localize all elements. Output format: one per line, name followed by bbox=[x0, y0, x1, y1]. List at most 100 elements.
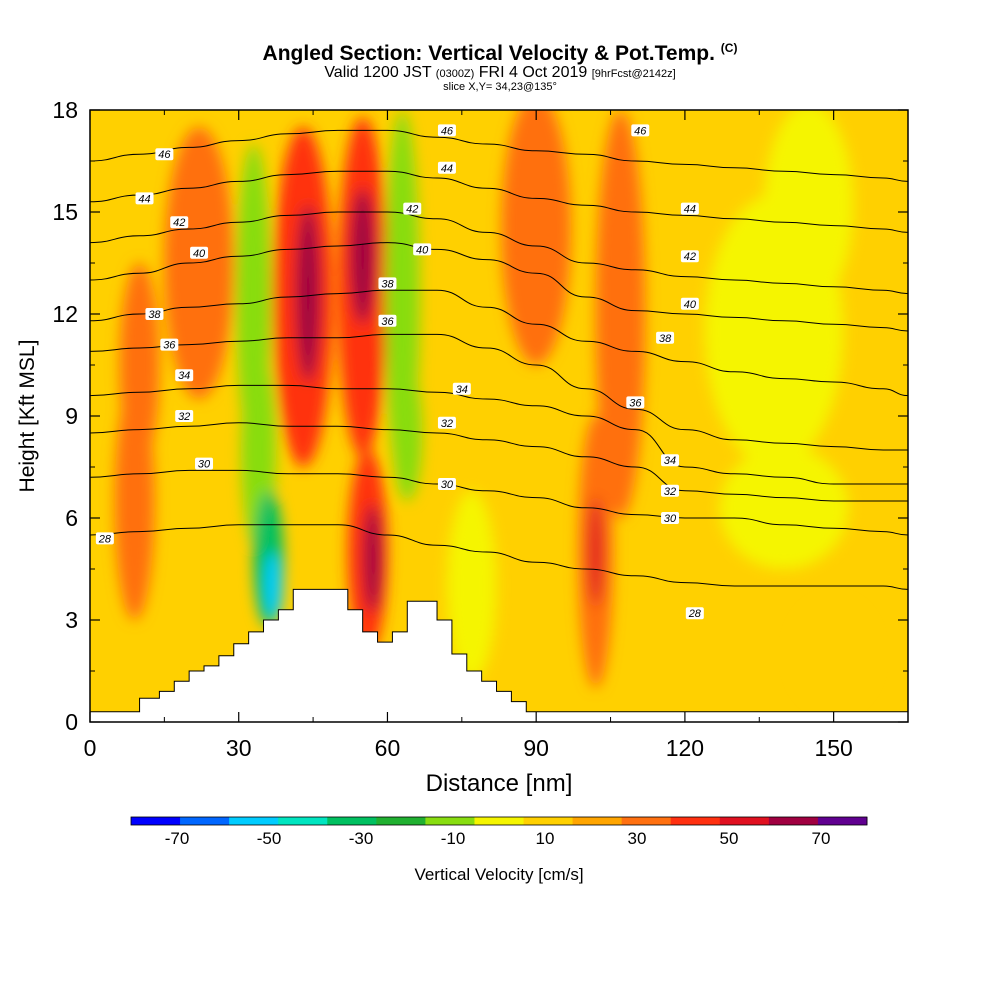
contour-label: 44 bbox=[437, 161, 456, 175]
contour-label-bg bbox=[175, 410, 194, 422]
theta-contour-44 bbox=[90, 170, 908, 233]
contour-label-bg bbox=[175, 369, 194, 382]
contour-label-bg bbox=[680, 297, 699, 310]
colorbar-swatch bbox=[474, 817, 525, 825]
contour-label-bg bbox=[437, 478, 456, 490]
colorbar-tick-label: 30 bbox=[628, 829, 647, 848]
y-tick-label: 9 bbox=[65, 403, 78, 429]
contour-label-text: 32 bbox=[441, 418, 453, 430]
contour-label-text: 34 bbox=[456, 384, 468, 396]
contour-label: 38 bbox=[378, 277, 397, 290]
contour-label-bg bbox=[661, 454, 680, 467]
x-tick-label: 60 bbox=[375, 735, 401, 761]
contour-label: 32 bbox=[661, 484, 680, 498]
colorbar-swatch bbox=[376, 817, 426, 825]
velocity-field bbox=[90, 110, 908, 722]
contour-label-bg bbox=[452, 382, 471, 395]
contour-label-text: 28 bbox=[98, 533, 112, 545]
contour-label: 28 bbox=[685, 607, 704, 620]
contour-label-text: 30 bbox=[441, 479, 454, 491]
contour-label-bg bbox=[437, 161, 456, 174]
velocity-cell bbox=[392, 365, 423, 501]
colorbar-frame bbox=[130, 816, 868, 826]
contour-label: 30 bbox=[195, 457, 214, 471]
contour-label-bg bbox=[437, 416, 456, 429]
y-tick-label: 18 bbox=[52, 97, 78, 123]
contour-label-text: 44 bbox=[441, 163, 453, 175]
contour-label-bg bbox=[160, 338, 179, 351]
contour-label-bg bbox=[413, 243, 432, 256]
x-tick-label: 120 bbox=[666, 735, 704, 761]
contour-label: 42 bbox=[170, 216, 189, 229]
contour-label-bg bbox=[631, 124, 650, 137]
theta-contours bbox=[90, 129, 908, 590]
colorbar-swatch bbox=[572, 817, 623, 825]
theta-contour-34 bbox=[90, 384, 908, 485]
y-axis-label: Height [Kft MSL] bbox=[16, 340, 39, 493]
contour-label: 44 bbox=[680, 202, 699, 216]
colorbar-swatch bbox=[817, 817, 868, 825]
contour-label-text: 44 bbox=[684, 204, 696, 216]
theta-contour-32 bbox=[90, 422, 908, 502]
contour-label: 32 bbox=[175, 410, 194, 423]
colorbar: -70 -50 -30 -10 10 30 50 70 bbox=[130, 816, 868, 848]
contour-label-bg bbox=[190, 246, 209, 259]
contour-label-text: 32 bbox=[178, 411, 190, 423]
contour-label-bg bbox=[626, 396, 645, 409]
colorbar-tick-label: 50 bbox=[720, 829, 739, 848]
theta-contour-30 bbox=[90, 469, 908, 536]
theta-contour-46 bbox=[90, 129, 908, 182]
colorbar-tick-label: -50 bbox=[257, 829, 282, 848]
y-tick-label: 3 bbox=[65, 607, 78, 633]
contour-label: 40 bbox=[413, 243, 432, 256]
y-tick-label: 12 bbox=[52, 301, 78, 327]
contour-label-text: 38 bbox=[381, 278, 394, 290]
x-tick-label: 30 bbox=[226, 735, 252, 761]
contour-label-text: 36 bbox=[629, 397, 642, 409]
colorbar-tick-label: 70 bbox=[812, 829, 831, 848]
colorbar-swatch bbox=[523, 817, 574, 825]
colorbar-swatch bbox=[278, 817, 328, 825]
contour-label-bg bbox=[437, 124, 456, 137]
contour-label-text: 38 bbox=[148, 309, 161, 321]
velocity-cell bbox=[295, 205, 321, 382]
contour-label: 32 bbox=[437, 416, 456, 430]
contour-label: 36 bbox=[160, 338, 179, 352]
colorbar-swatch bbox=[425, 817, 475, 825]
colorbar-swatch bbox=[768, 817, 819, 825]
contour-label: 34 bbox=[452, 382, 471, 396]
contour-label-bg bbox=[685, 607, 704, 620]
contour-label-text: 34 bbox=[664, 455, 676, 467]
terrain bbox=[90, 588, 908, 722]
contour-label-text: 36 bbox=[163, 340, 176, 352]
contour-label: 46 bbox=[155, 148, 174, 161]
colorbar-swatch bbox=[621, 817, 672, 825]
contour-label-text: 40 bbox=[416, 244, 429, 256]
title-block: Angled Section: Vertical Velocity & Pot.… bbox=[0, 36, 1000, 93]
x-tick-label: 0 bbox=[84, 735, 97, 761]
contour-label: 42 bbox=[680, 250, 699, 263]
chart-subtitle: Valid 1200 JST (0300Z) FRI 4 Oct 2019 [9… bbox=[0, 65, 1000, 81]
contour-label-text: 30 bbox=[664, 513, 677, 525]
contour-label-bg bbox=[661, 512, 680, 524]
slice-info: slice X,Y= 34,23@135° bbox=[443, 81, 557, 93]
contour-label: 42 bbox=[403, 202, 422, 216]
velocity-cell bbox=[501, 110, 571, 365]
colorbar-swatch bbox=[719, 817, 770, 825]
contour-label: 44 bbox=[135, 192, 154, 205]
contour-label-bg bbox=[378, 314, 397, 327]
contour-label-text: 46 bbox=[441, 125, 454, 137]
terrain-profile bbox=[90, 588, 908, 722]
contour-label-text: 42 bbox=[406, 204, 418, 216]
contour-label: 36 bbox=[378, 314, 397, 328]
contour-label-text: 30 bbox=[198, 459, 211, 471]
theta-contour-42 bbox=[90, 211, 908, 295]
velocity-cell bbox=[764, 110, 854, 308]
contour-label: 30 bbox=[437, 478, 456, 491]
contour-label: 38 bbox=[656, 331, 675, 345]
colorbar-tick-label: -10 bbox=[441, 829, 466, 848]
contour-label-bg bbox=[145, 308, 164, 320]
x-tick-label: 150 bbox=[814, 735, 852, 761]
contour-label-text: 28 bbox=[688, 608, 702, 620]
contour-label: 34 bbox=[175, 369, 194, 382]
